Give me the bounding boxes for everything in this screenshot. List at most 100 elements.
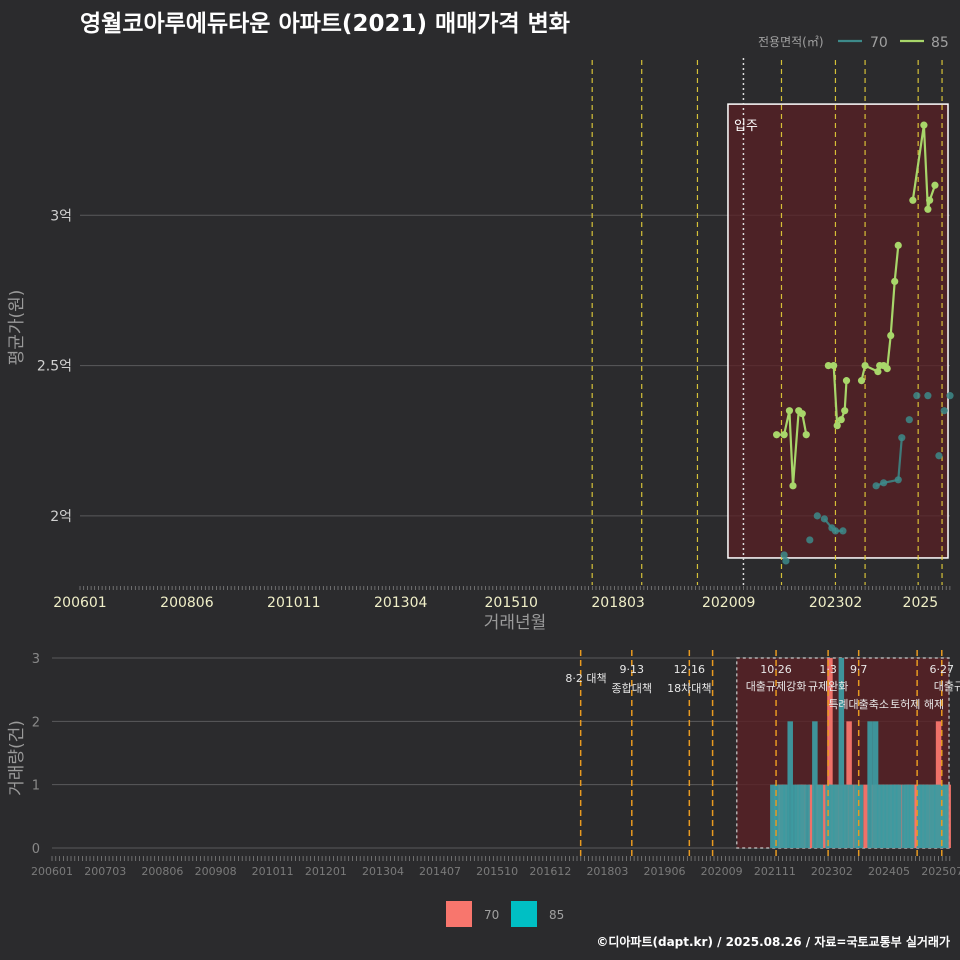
volume-bar-85	[783, 784, 789, 848]
series-85-point	[857, 377, 866, 385]
series-70-point	[940, 407, 948, 415]
volume-y-tick-label: 3	[32, 652, 40, 667]
volume-bar-85	[876, 784, 883, 848]
series-85-point	[841, 407, 849, 415]
volume-bar-85	[833, 784, 839, 848]
series-85-point	[798, 410, 806, 418]
volume-chart: 0 1 2 3 8·2 대책 9·13 종합대책 12·16 18차대책 10·26 대출규제강화 1…	[7, 650, 960, 878]
y-tick-label: 3억	[50, 208, 72, 224]
movein-annotation: 입주	[734, 119, 758, 134]
series-70-line	[875, 437, 903, 487]
series-70-point	[905, 416, 913, 424]
series-85-point	[830, 361, 838, 370]
series-70-point	[880, 479, 888, 487]
series-85-point	[887, 331, 895, 340]
volume-x-tick-label: 201612	[529, 865, 571, 878]
volume-bar-85	[916, 784, 923, 848]
volume-bar-85	[934, 784, 940, 848]
volume-x-tick-label: 202111	[754, 865, 796, 878]
series-70-point	[946, 392, 954, 400]
x-tick-label: 200601	[53, 595, 106, 611]
series-70-point	[782, 557, 790, 565]
y-tick-label: 2억	[50, 509, 72, 525]
volume-x-tick-label: 202405	[868, 865, 910, 878]
volume-bar-85	[842, 784, 849, 848]
legend-label-70: 70	[870, 35, 888, 51]
volume-bar-70	[821, 784, 828, 848]
volume-bar-85	[867, 721, 873, 848]
volume-bar-85	[812, 721, 818, 848]
volume-bar-85	[817, 784, 824, 848]
series-85-point	[883, 364, 891, 373]
policy-name-label: 대출규	[934, 680, 960, 693]
policy-date-label: 10·26	[760, 663, 792, 676]
volume-legend-swatch-70	[446, 901, 472, 927]
volume-y-tick-label: 1	[32, 779, 40, 794]
bottom-legend: 70 85	[446, 901, 564, 927]
series-85-point	[773, 431, 781, 439]
series-70-point	[913, 392, 921, 400]
volume-bar-85	[854, 784, 860, 848]
volume-bar-85	[872, 721, 879, 848]
legend-title: 전용면적(㎡)	[758, 35, 824, 49]
series-85-point	[837, 416, 845, 424]
x-tick-label: 201510	[485, 595, 538, 611]
volume-bar-85	[880, 784, 887, 848]
policy-name-label: 규제완화	[808, 680, 848, 693]
series-85-point	[924, 205, 932, 213]
volume-x-tick-label: 200908	[195, 865, 237, 878]
volume-bar-70	[846, 721, 852, 848]
series-85-point	[789, 482, 797, 490]
series-85-point	[909, 196, 917, 204]
occupancy-highlight-box	[727, 103, 949, 559]
volume-bar-85	[770, 784, 776, 848]
volume-y-axis-title: 거래량(건)	[7, 720, 27, 796]
volume-bar-85	[892, 784, 898, 848]
policy-name-label: 8·2 대책	[565, 672, 606, 685]
top-legend: 전용면적(㎡) 70 85	[758, 35, 949, 51]
volume-bar-85	[908, 784, 915, 848]
volume-bar-85	[905, 784, 911, 848]
volume-bar-85	[920, 784, 926, 848]
volume-x-tick-label: 201304	[362, 865, 404, 878]
series-70-point	[872, 482, 880, 490]
x-tick-label: 200806	[160, 595, 214, 611]
footer-credit: ©디아파트(dapt.kr) / 2025.08.26 / 자료=국토교통부 실…	[596, 935, 950, 949]
series-70-point	[780, 551, 788, 559]
volume-bar-85	[794, 784, 801, 848]
volume-bar-70	[935, 721, 942, 848]
volume-bar-85	[774, 784, 780, 848]
volume-x-tick-label: 201906	[644, 865, 686, 878]
policy-name-label: 종합대책	[612, 682, 652, 695]
volume-bar-85	[939, 784, 945, 848]
policy-date-label: 12·16	[674, 663, 706, 676]
volume-legend-label-85: 85	[549, 908, 564, 922]
y-axis-title: 평균가(원)	[7, 290, 27, 366]
volume-x-tick-label: 202507	[921, 865, 960, 878]
volume-bar-85	[779, 784, 786, 848]
y-tick-label: 2.5억	[37, 359, 72, 375]
series-85-point	[833, 422, 841, 430]
volume-bar-85	[804, 784, 810, 848]
volume-bar-85	[888, 784, 894, 848]
series-85-point	[842, 377, 851, 385]
policy-name-label: 18차대책	[667, 682, 711, 695]
x-minor-ticks	[79, 586, 951, 590]
series-85-point	[785, 407, 794, 415]
volume-bar-85	[924, 784, 930, 848]
volume-bar-85	[943, 784, 949, 848]
series-85-point	[931, 181, 939, 189]
x-tick-label: 201011	[267, 595, 320, 611]
volume-bar-85	[929, 784, 936, 848]
volume-bar-70	[863, 784, 869, 848]
volume-bar-85	[829, 784, 835, 848]
policy-date-label: 9·7	[850, 663, 868, 676]
volume-bar-85	[884, 784, 890, 848]
policy-name-label: 대출규제강화	[746, 680, 807, 693]
volume-bar-85	[901, 784, 908, 848]
volume-x-tick-label: 201803	[586, 865, 628, 878]
legend-label-85: 85	[931, 35, 949, 51]
series-85-point	[861, 361, 869, 370]
series-70-point	[894, 476, 902, 484]
